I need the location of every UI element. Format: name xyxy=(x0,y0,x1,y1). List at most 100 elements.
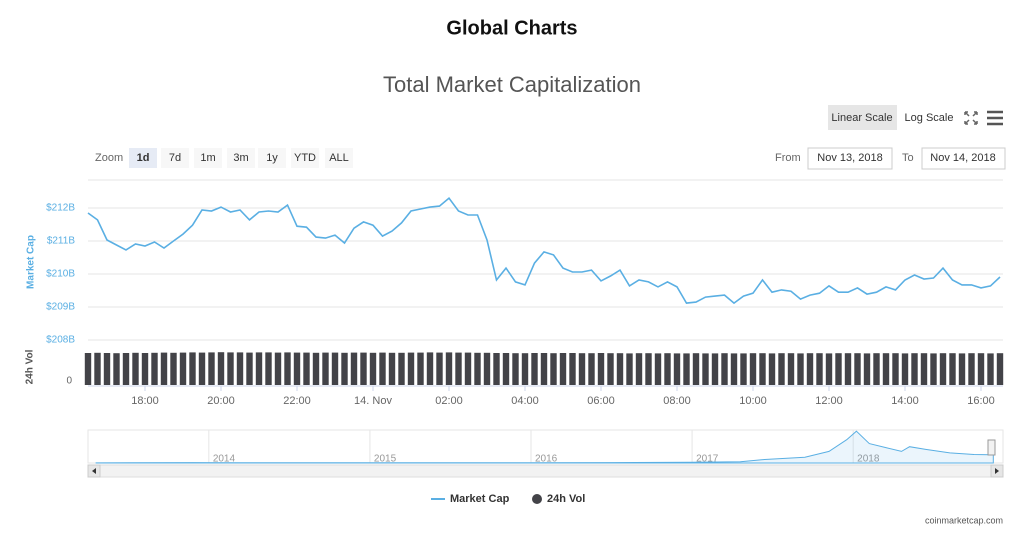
volume-bar xyxy=(616,353,624,385)
volume-bar xyxy=(873,353,880,385)
zoom-button[interactable]: ALL xyxy=(329,152,349,164)
volume-bar xyxy=(711,353,719,385)
x-tick-label: 16:00 xyxy=(967,395,995,407)
volume-bar xyxy=(179,352,187,385)
y-tick-label: $208B xyxy=(46,335,75,346)
volume-bar xyxy=(341,352,348,385)
volume-bar xyxy=(996,353,1004,385)
fullscreen-icon[interactable] xyxy=(964,111,978,125)
y-tick-label: $211B xyxy=(47,236,76,247)
volume-bar xyxy=(920,353,928,385)
volume-bar xyxy=(569,353,576,385)
volume-bar xyxy=(939,353,947,385)
volume-bar xyxy=(436,352,443,385)
from-input[interactable] xyxy=(807,147,893,170)
zoom-button-bg[interactable] xyxy=(325,148,353,168)
x-tick-label: 02:00 xyxy=(435,395,463,407)
volume-bar xyxy=(493,353,500,385)
zoom-button[interactable]: 1m xyxy=(200,152,215,164)
menu-icon[interactable] xyxy=(987,110,1003,126)
volume-bar xyxy=(806,353,814,385)
volume-bar xyxy=(759,353,766,385)
volume-bar xyxy=(787,353,795,385)
volume-bar xyxy=(740,353,747,385)
volume-bar xyxy=(531,353,538,385)
zoom-button[interactable]: 1d xyxy=(137,152,150,164)
volume-bar xyxy=(113,353,120,385)
zoom-label: Zoom xyxy=(95,152,123,164)
zoom-button[interactable]: 7d xyxy=(169,152,181,164)
volume-bar xyxy=(151,352,158,385)
volume-bar xyxy=(208,352,215,385)
volume-bar xyxy=(987,353,994,385)
volume-bar xyxy=(835,353,842,385)
x-tick-label: 12:00 xyxy=(815,395,843,407)
credits: coinmarketcap.com xyxy=(925,515,1003,525)
chart-title: Total Market Capitalization xyxy=(383,72,641,97)
volume-bar xyxy=(141,353,149,385)
volume-bar xyxy=(398,352,405,385)
legend-label[interactable]: 24h Vol xyxy=(547,493,585,505)
x-tick-label: 10:00 xyxy=(739,395,767,407)
volume-bar xyxy=(892,353,899,385)
legend-label[interactable]: Market Cap xyxy=(450,493,510,505)
zoom-button-bg[interactable] xyxy=(291,148,319,168)
zoom-button-bg[interactable] xyxy=(129,148,157,168)
from-label: From xyxy=(775,152,801,164)
volume-bar xyxy=(930,353,937,385)
zoom-button[interactable]: 3m xyxy=(233,152,248,164)
to-input[interactable] xyxy=(921,147,1006,170)
navigator-tick-label: 2016 xyxy=(535,454,558,465)
volume-bar xyxy=(626,353,633,385)
volume-bar xyxy=(160,352,168,385)
x-tick-label: 18:00 xyxy=(131,395,159,407)
volume-bar xyxy=(901,353,909,385)
volume-bar xyxy=(502,353,510,385)
scale-button[interactable]: Linear Scale xyxy=(831,112,892,124)
legend-symbol xyxy=(532,494,542,504)
volume-bar xyxy=(265,352,272,385)
from-date[interactable]: Nov 13, 2018 xyxy=(817,152,882,164)
volume-bar xyxy=(597,353,605,385)
volume-bar xyxy=(645,353,652,385)
volume-bar xyxy=(825,353,833,385)
volume-bar xyxy=(816,353,823,385)
volume-bar xyxy=(407,352,415,385)
volume-bar xyxy=(103,353,111,385)
volume-bar xyxy=(284,352,291,385)
zoom-button[interactable]: 1y xyxy=(266,152,278,164)
volume-bar xyxy=(464,352,472,385)
volume-bar xyxy=(455,352,462,385)
volume-bar xyxy=(607,353,614,385)
volume-bar xyxy=(227,352,234,385)
volume-bar xyxy=(236,352,244,385)
volume-bar xyxy=(968,353,975,385)
scale-button[interactable]: Log Scale xyxy=(905,112,954,124)
navigator-tick-label: 2015 xyxy=(374,454,397,465)
y-axis-title: Market Cap xyxy=(26,235,37,289)
volume-bar xyxy=(388,352,396,385)
zoom-button[interactable]: YTD xyxy=(294,152,316,164)
zoom-button-bg[interactable] xyxy=(258,148,286,168)
zoom-button-bg[interactable] xyxy=(194,148,222,168)
navigator-handle[interactable] xyxy=(987,439,996,456)
zoom-button-bg[interactable] xyxy=(161,148,189,168)
navigator-tick-label: 2014 xyxy=(213,454,236,465)
zoom-button-bg[interactable] xyxy=(227,148,255,168)
volume-bar xyxy=(293,352,301,385)
scrollbar[interactable] xyxy=(87,464,1004,478)
volume-bar xyxy=(673,353,681,385)
volume-bar xyxy=(350,352,358,385)
volume-bar xyxy=(255,352,263,385)
volume-bar xyxy=(417,352,424,385)
to-date[interactable]: Nov 14, 2018 xyxy=(930,152,995,164)
volume-bar xyxy=(683,353,690,385)
volume-bar xyxy=(702,353,709,385)
volume-bar xyxy=(949,353,956,385)
market-cap-line xyxy=(87,196,1001,305)
arrow-right xyxy=(995,468,999,474)
volume-bar xyxy=(958,353,966,385)
navigator-area xyxy=(95,430,994,464)
volume-bar xyxy=(588,353,595,385)
